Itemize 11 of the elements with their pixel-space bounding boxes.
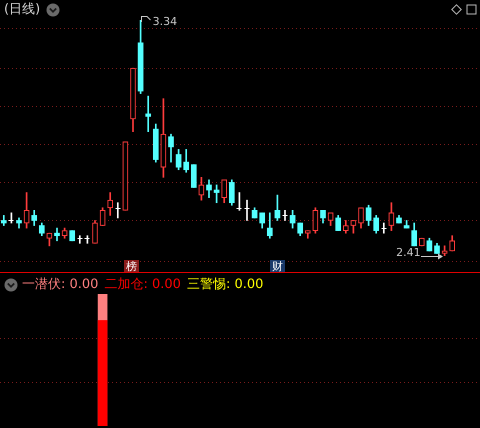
legend-label: 三警惕: 0.00 [186, 277, 264, 292]
annotation: 3.34 [152, 15, 178, 28]
text: 财 [270, 260, 285, 273]
text: 二加仓: 0.00 [104, 277, 181, 292]
text: 榜 [124, 260, 139, 273]
candlestick [244, 200, 250, 221]
chart-title: (日线) [4, 2, 40, 17]
candlestick [282, 210, 288, 221]
candlestick [54, 228, 60, 242]
series-label: 一潜伏: 0.00 [22, 277, 98, 292]
annotation: 2.41 [396, 246, 421, 259]
